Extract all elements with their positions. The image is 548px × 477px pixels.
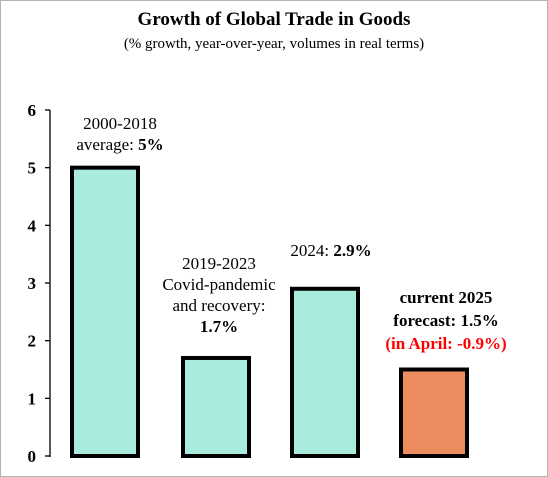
bar-2 — [181, 355, 251, 459]
chart-subtitle: (% growth, year-over-year, volumes in re… — [124, 36, 424, 52]
bar-4 — [399, 367, 469, 458]
y-tick-label: 4 — [28, 216, 37, 235]
data-label: average: 5% — [76, 135, 163, 154]
y-tick-label: 1 — [28, 389, 37, 408]
data-label: and recovery: — [173, 296, 266, 315]
chart-title: Growth of Global Trade in Goods — [138, 9, 411, 30]
bar-2-annotation: 2019-2023 Covid-pandemic and recovery: 1.7% — [162, 254, 276, 336]
y-tick-label: 0 — [28, 447, 37, 466]
data-label: 2024: 2.9% — [290, 241, 371, 260]
bar-3 — [290, 286, 360, 458]
data-label: current 2025 — [400, 288, 493, 307]
bar-1 — [70, 165, 140, 459]
y-tick-label: 6 — [28, 101, 37, 120]
bar-3-annotation: 2024: 2.9% — [290, 241, 371, 260]
data-label: 1.7% — [200, 317, 238, 336]
data-label: (in April: -0.9%) — [385, 334, 506, 353]
bar-4-annotation: current 2025 forecast: 1.5% (in April: -0.… — [385, 288, 506, 353]
y-tick-label: 3 — [28, 274, 37, 293]
y-axis: 0 1 2 3 4 5 6 — [28, 101, 51, 466]
bar-1-annotation: 2000-2018 average: 5% — [76, 114, 163, 154]
y-tick-label: 2 — [28, 332, 37, 351]
annotations: 2000-2018 average: 5% 2019-2023 Covid-pande… — [76, 114, 506, 353]
data-label: forecast: 1.5% — [393, 311, 498, 330]
data-label: Covid-pandemic — [162, 275, 276, 294]
y-tick-label: 5 — [28, 159, 37, 178]
bars — [70, 165, 469, 459]
data-label: 2000-2018 — [83, 114, 157, 133]
data-label: 2019-2023 — [182, 254, 256, 273]
